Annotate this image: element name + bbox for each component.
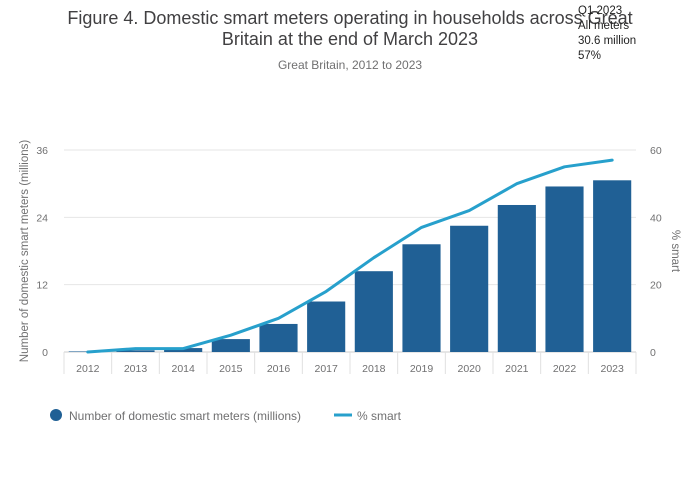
x-tick-label: 2023 (600, 363, 624, 375)
bar-2021 (497, 204, 536, 352)
chart-title: Figure 4. Domestic smart meters operatin… (67, 8, 632, 49)
x-tick-label: 2014 (171, 363, 195, 375)
y-tick-label: 0 (42, 347, 48, 359)
annotation-line-2: All meters (578, 20, 629, 32)
bar-2019 (402, 244, 441, 352)
bar-2013 (116, 350, 155, 352)
bar-2020 (450, 225, 489, 352)
x-tick-label: 2019 (410, 363, 434, 375)
x-tick-label: 2013 (124, 363, 148, 375)
bar-2015 (211, 339, 250, 352)
legend-line-label: % smart (357, 409, 402, 423)
bar-2023 (593, 180, 632, 352)
y2-tick-label: 40 (650, 212, 662, 224)
x-tick-label: 2012 (76, 363, 100, 375)
bar-2017 (307, 301, 346, 352)
y-axis-left: 0 12 24 36 (36, 145, 48, 359)
chart-title-line-1: Figure 4. Domestic smart meters operatin… (67, 8, 632, 28)
bars (68, 180, 632, 352)
y-axis-right: 0 20 40 60 (650, 145, 662, 359)
y2-tick-label: 20 (650, 280, 662, 292)
bar-2018 (354, 271, 393, 352)
y2-tick-label: 0 (650, 347, 656, 359)
legend-bar-swatch (50, 409, 62, 421)
x-tick-label: 2022 (553, 363, 577, 375)
x-tick-label: 2015 (219, 363, 243, 375)
y-tick-label: 36 (36, 145, 48, 157)
x-tick-label: 2016 (267, 363, 291, 375)
legend: Number of domestic smart meters (million… (50, 409, 402, 423)
y-tick-label: 24 (36, 212, 48, 224)
annotation-line-1: Q1 2023 (578, 5, 622, 17)
x-tick-label: 2017 (314, 363, 338, 375)
chart-subtitle: Great Britain, 2012 to 2023 (278, 58, 422, 72)
y-axis-title: Number of domestic smart meters (million… (19, 140, 31, 363)
y2-tick-label: 60 (650, 145, 662, 157)
legend-bar-label: Number of domestic smart meters (million… (69, 409, 301, 423)
y2-axis-title: % smart (669, 230, 681, 273)
line-series (86, 158, 614, 354)
bar-2016 (259, 323, 298, 352)
x-tick-label: 2021 (505, 363, 529, 375)
line-percent-smart (86, 158, 614, 354)
annotation-line-4: 57% (578, 50, 601, 62)
annotation-line-3: 30.6 million (578, 35, 636, 47)
annotation-q1-2023: Q1 2023 All meters 30.6 million 57% (578, 5, 636, 62)
x-tick-label: 2020 (457, 363, 481, 375)
y-tick-label: 12 (36, 280, 48, 292)
bar-2022 (545, 186, 584, 352)
x-axis: 2012 2013 2014 2015 2016 2017 2018 2019 2020 2021… (63, 352, 637, 375)
x-tick-label: 2018 (362, 363, 386, 375)
chart-title-line-2: Britain at the end of March 2023 (222, 29, 478, 49)
